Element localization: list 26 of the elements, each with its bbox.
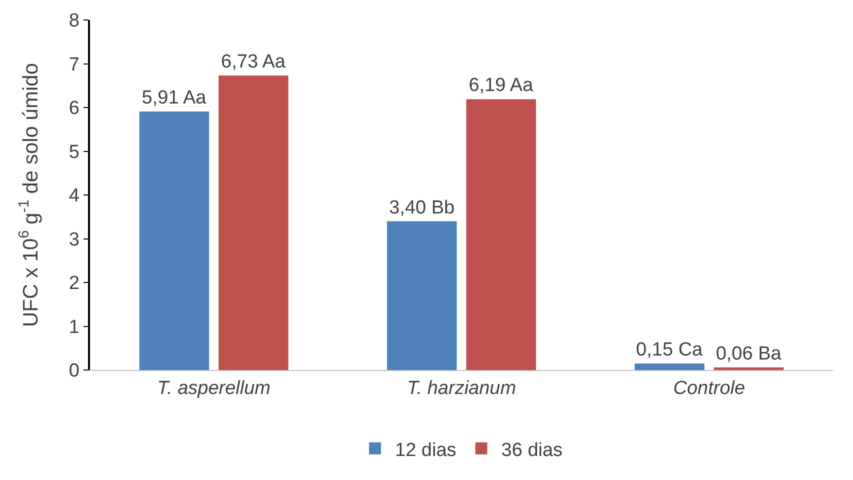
- bar: [634, 363, 704, 370]
- y-tick-label: 7: [68, 54, 80, 76]
- data-label: 6,19 Aa: [468, 75, 534, 96]
- bar: [139, 111, 210, 370]
- bar: [387, 221, 457, 370]
- y-tick-label: 0: [68, 360, 80, 382]
- x-tick-label: T. harzianum: [406, 378, 516, 399]
- x-tick-label: T. asperellum: [157, 378, 271, 399]
- data-label: 0,15 Ca: [636, 339, 704, 360]
- legend-label: 12 dias: [395, 440, 456, 461]
- y-tick-label: 1: [68, 316, 80, 338]
- bar: [714, 367, 784, 370]
- data-label: 0,06 Ba: [716, 343, 782, 364]
- y-tick-label: 4: [68, 186, 80, 207]
- y-tick-label: 5: [68, 142, 80, 163]
- data-label: 3,40 Bb: [389, 197, 455, 218]
- x-tick-label: Controle: [673, 378, 746, 399]
- y-tick-label: 8: [68, 10, 80, 32]
- bar: [218, 76, 288, 370]
- y-tick-label: 2: [68, 273, 80, 294]
- y-tick-label: 3: [68, 229, 80, 250]
- legend-label: 36 dias: [501, 440, 563, 461]
- bar: [466, 99, 536, 370]
- data-label: 6,73 Aa: [221, 52, 286, 73]
- data-label: 5,91 Aa: [142, 87, 207, 108]
- y-tick-label: 6: [68, 98, 80, 120]
